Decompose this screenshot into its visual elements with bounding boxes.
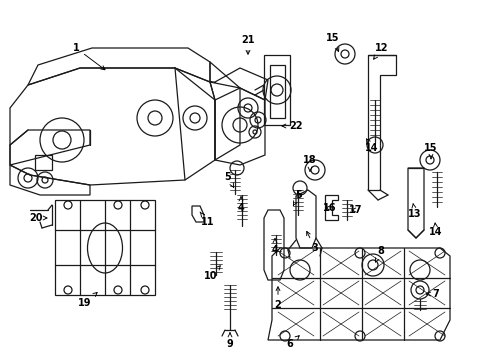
Text: 4: 4 bbox=[237, 197, 244, 213]
Text: 4: 4 bbox=[271, 239, 278, 255]
Text: 21: 21 bbox=[241, 35, 254, 54]
Text: 9: 9 bbox=[226, 333, 233, 349]
Text: 7: 7 bbox=[426, 289, 439, 299]
Text: 14: 14 bbox=[428, 223, 442, 237]
Text: 1: 1 bbox=[73, 43, 105, 70]
Text: 13: 13 bbox=[407, 203, 421, 219]
Text: 10: 10 bbox=[204, 266, 220, 281]
Text: 8: 8 bbox=[375, 246, 384, 262]
Text: 12: 12 bbox=[373, 43, 388, 59]
Text: 5: 5 bbox=[293, 190, 302, 206]
Text: 5: 5 bbox=[224, 172, 233, 188]
Text: 15: 15 bbox=[424, 143, 437, 159]
Text: 15: 15 bbox=[325, 33, 339, 51]
Text: 17: 17 bbox=[348, 205, 362, 215]
Text: 18: 18 bbox=[303, 155, 316, 171]
Text: 19: 19 bbox=[78, 292, 97, 308]
Text: 22: 22 bbox=[282, 121, 302, 131]
Text: 11: 11 bbox=[200, 212, 214, 227]
Text: 2: 2 bbox=[274, 287, 281, 310]
Text: 20: 20 bbox=[29, 213, 47, 223]
Text: 6: 6 bbox=[286, 336, 299, 349]
Text: 3: 3 bbox=[306, 231, 318, 253]
Text: 16: 16 bbox=[323, 203, 336, 213]
Text: 14: 14 bbox=[365, 139, 378, 153]
